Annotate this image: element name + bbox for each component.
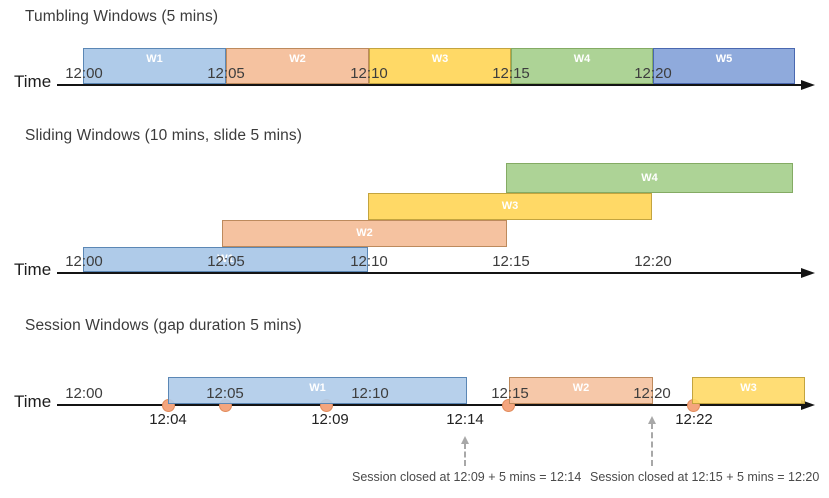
- tick-label-1200: 12:00: [65, 253, 103, 270]
- window-label-tumbling-w4: W4: [573, 53, 591, 65]
- tick-label-1210: 12:10: [350, 65, 388, 82]
- tick-label-1200: 12:00: [65, 65, 103, 82]
- annotation-arrow-up-icon: [647, 416, 656, 424]
- tick-label-1215: 12:15: [492, 253, 530, 270]
- tick-label-1215: 12:15: [491, 385, 529, 402]
- window-label-sliding-w4: W4: [641, 171, 658, 184]
- window-box-tumbling-w2: [226, 48, 369, 84]
- tick-label-1210: 12:10: [351, 385, 389, 402]
- tick-label-1215: 12:15: [492, 65, 530, 82]
- axis-label-time-tumbling: Time: [14, 72, 52, 91]
- session-closed-annotation: Session closed at 12:15 + 5 mins = 12:20: [590, 470, 820, 484]
- tick-label-1205: 12:05: [207, 65, 245, 82]
- window-box-tumbling-w3: [369, 48, 511, 84]
- annotation-arrow-line: [651, 423, 653, 466]
- timeline-arrow-icon-sliding: [801, 267, 815, 278]
- window-box-tumbling-w1: [83, 48, 226, 84]
- tick-label-1220: 12:20: [634, 253, 672, 270]
- timeline-axis-session: [57, 404, 804, 406]
- tick-label-1205: 12:05: [206, 385, 244, 402]
- window-label-sliding-w1: W1: [217, 253, 234, 265]
- tick-label-1220: 12:20: [634, 65, 672, 82]
- window-label-tumbling-w3: W3: [431, 53, 449, 65]
- window-label-tumbling-w2: W2: [289, 53, 306, 65]
- section-title-tumbling: Tumbling Windows (5 mins): [25, 8, 219, 25]
- timeline-arrow-icon-tumbling: [801, 79, 815, 90]
- annotation-arrow-line: [464, 443, 466, 466]
- window-box-sliding-w1: [83, 247, 368, 272]
- event-time-label-1204: 12:04: [149, 411, 187, 428]
- tick-label-1205: 12:05: [207, 253, 245, 270]
- window-label-session-w3: W3: [740, 382, 757, 394]
- window-box-session-w1: [168, 377, 467, 404]
- window-box-sliding-w2: [222, 220, 507, 247]
- window-box-sliding-w3: [368, 193, 652, 220]
- tick-label-1220: 12:20: [633, 385, 671, 402]
- window-label-tumbling-w1: W1: [146, 53, 163, 65]
- window-box-tumbling-w5: [653, 48, 795, 84]
- window-label-sliding-w2: W2: [356, 227, 373, 239]
- tick-label-1210: 12:10: [350, 253, 388, 270]
- axis-label-time-session: Time: [14, 392, 52, 411]
- axis-label-time-sliding: Time: [14, 260, 52, 279]
- event-time-label-1222: 12:22: [675, 411, 713, 428]
- timeline-axis-tumbling: [57, 84, 804, 86]
- window-label-sliding-w3: W3: [501, 200, 519, 212]
- window-box-sliding-w4: [506, 163, 793, 193]
- section-title-session: Session Windows (gap duration 5 mins): [25, 317, 302, 334]
- window-label-session-w2: W2: [572, 382, 590, 394]
- event-time-label-1209: 12:09: [311, 411, 349, 428]
- window-box-tumbling-w4: [511, 48, 653, 84]
- section-title-sliding: Sliding Windows (10 mins, slide 5 mins): [25, 127, 302, 144]
- event-time-label-1214: 12:14: [446, 411, 484, 428]
- window-box-session-w2: [509, 377, 653, 404]
- session-closed-annotation: Session closed at 12:09 + 5 mins = 12:14: [352, 470, 582, 484]
- annotation-arrow-up-icon: [460, 436, 469, 444]
- timeline-axis-sliding: [57, 272, 804, 274]
- window-box-session-w3: [692, 377, 805, 404]
- window-label-session-w1: W1: [309, 382, 326, 394]
- window-label-tumbling-w5: W5: [715, 53, 733, 65]
- tick-label-1200: 12:00: [65, 385, 103, 402]
- timeline-arrow-icon-session: [801, 399, 815, 410]
